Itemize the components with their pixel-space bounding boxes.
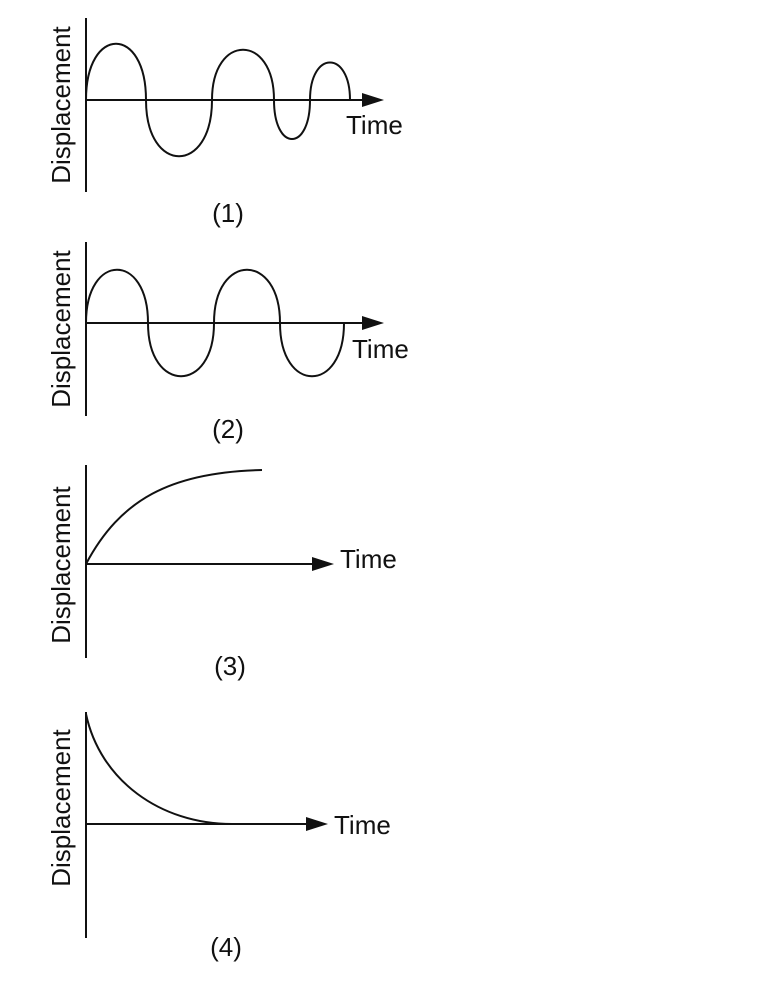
graph-2-curve (85, 268, 345, 378)
graph-3-x-axis-arrow (312, 557, 334, 571)
graph-4-x-axis-arrow (306, 817, 328, 831)
graph-1-x-axis-arrow (362, 93, 384, 107)
graph-2: Displacement Time (2) (46, 242, 409, 444)
graph-2-ylabel: Displacement (46, 249, 76, 407)
graph-4-xlabel: Time (334, 810, 391, 840)
graph-1-ylabel: Displacement (46, 25, 76, 183)
graph-2-xlabel: Time (352, 334, 409, 364)
graph-1: Displacement Time (1) (46, 18, 403, 228)
graph-4-ylabel: Displacement (46, 728, 76, 886)
graph-3-ylabel: Displacement (46, 485, 76, 643)
graph-3: Displacement Time (3) (46, 465, 397, 681)
graph-3-xlabel: Time (340, 544, 397, 574)
graph-4: Displacement Time (4) (46, 712, 391, 962)
graph-4-curve (85, 713, 233, 825)
graph-1-xlabel: Time (346, 110, 403, 140)
graph-3-caption: (3) (214, 651, 246, 681)
graph-1-curve (85, 43, 351, 157)
graph-2-caption: (2) (212, 414, 244, 444)
graph-1-caption: (1) (212, 198, 244, 228)
graph-4-caption: (4) (210, 932, 242, 962)
graph-2-x-axis-arrow (362, 316, 384, 330)
graph-3-curve (85, 469, 263, 565)
